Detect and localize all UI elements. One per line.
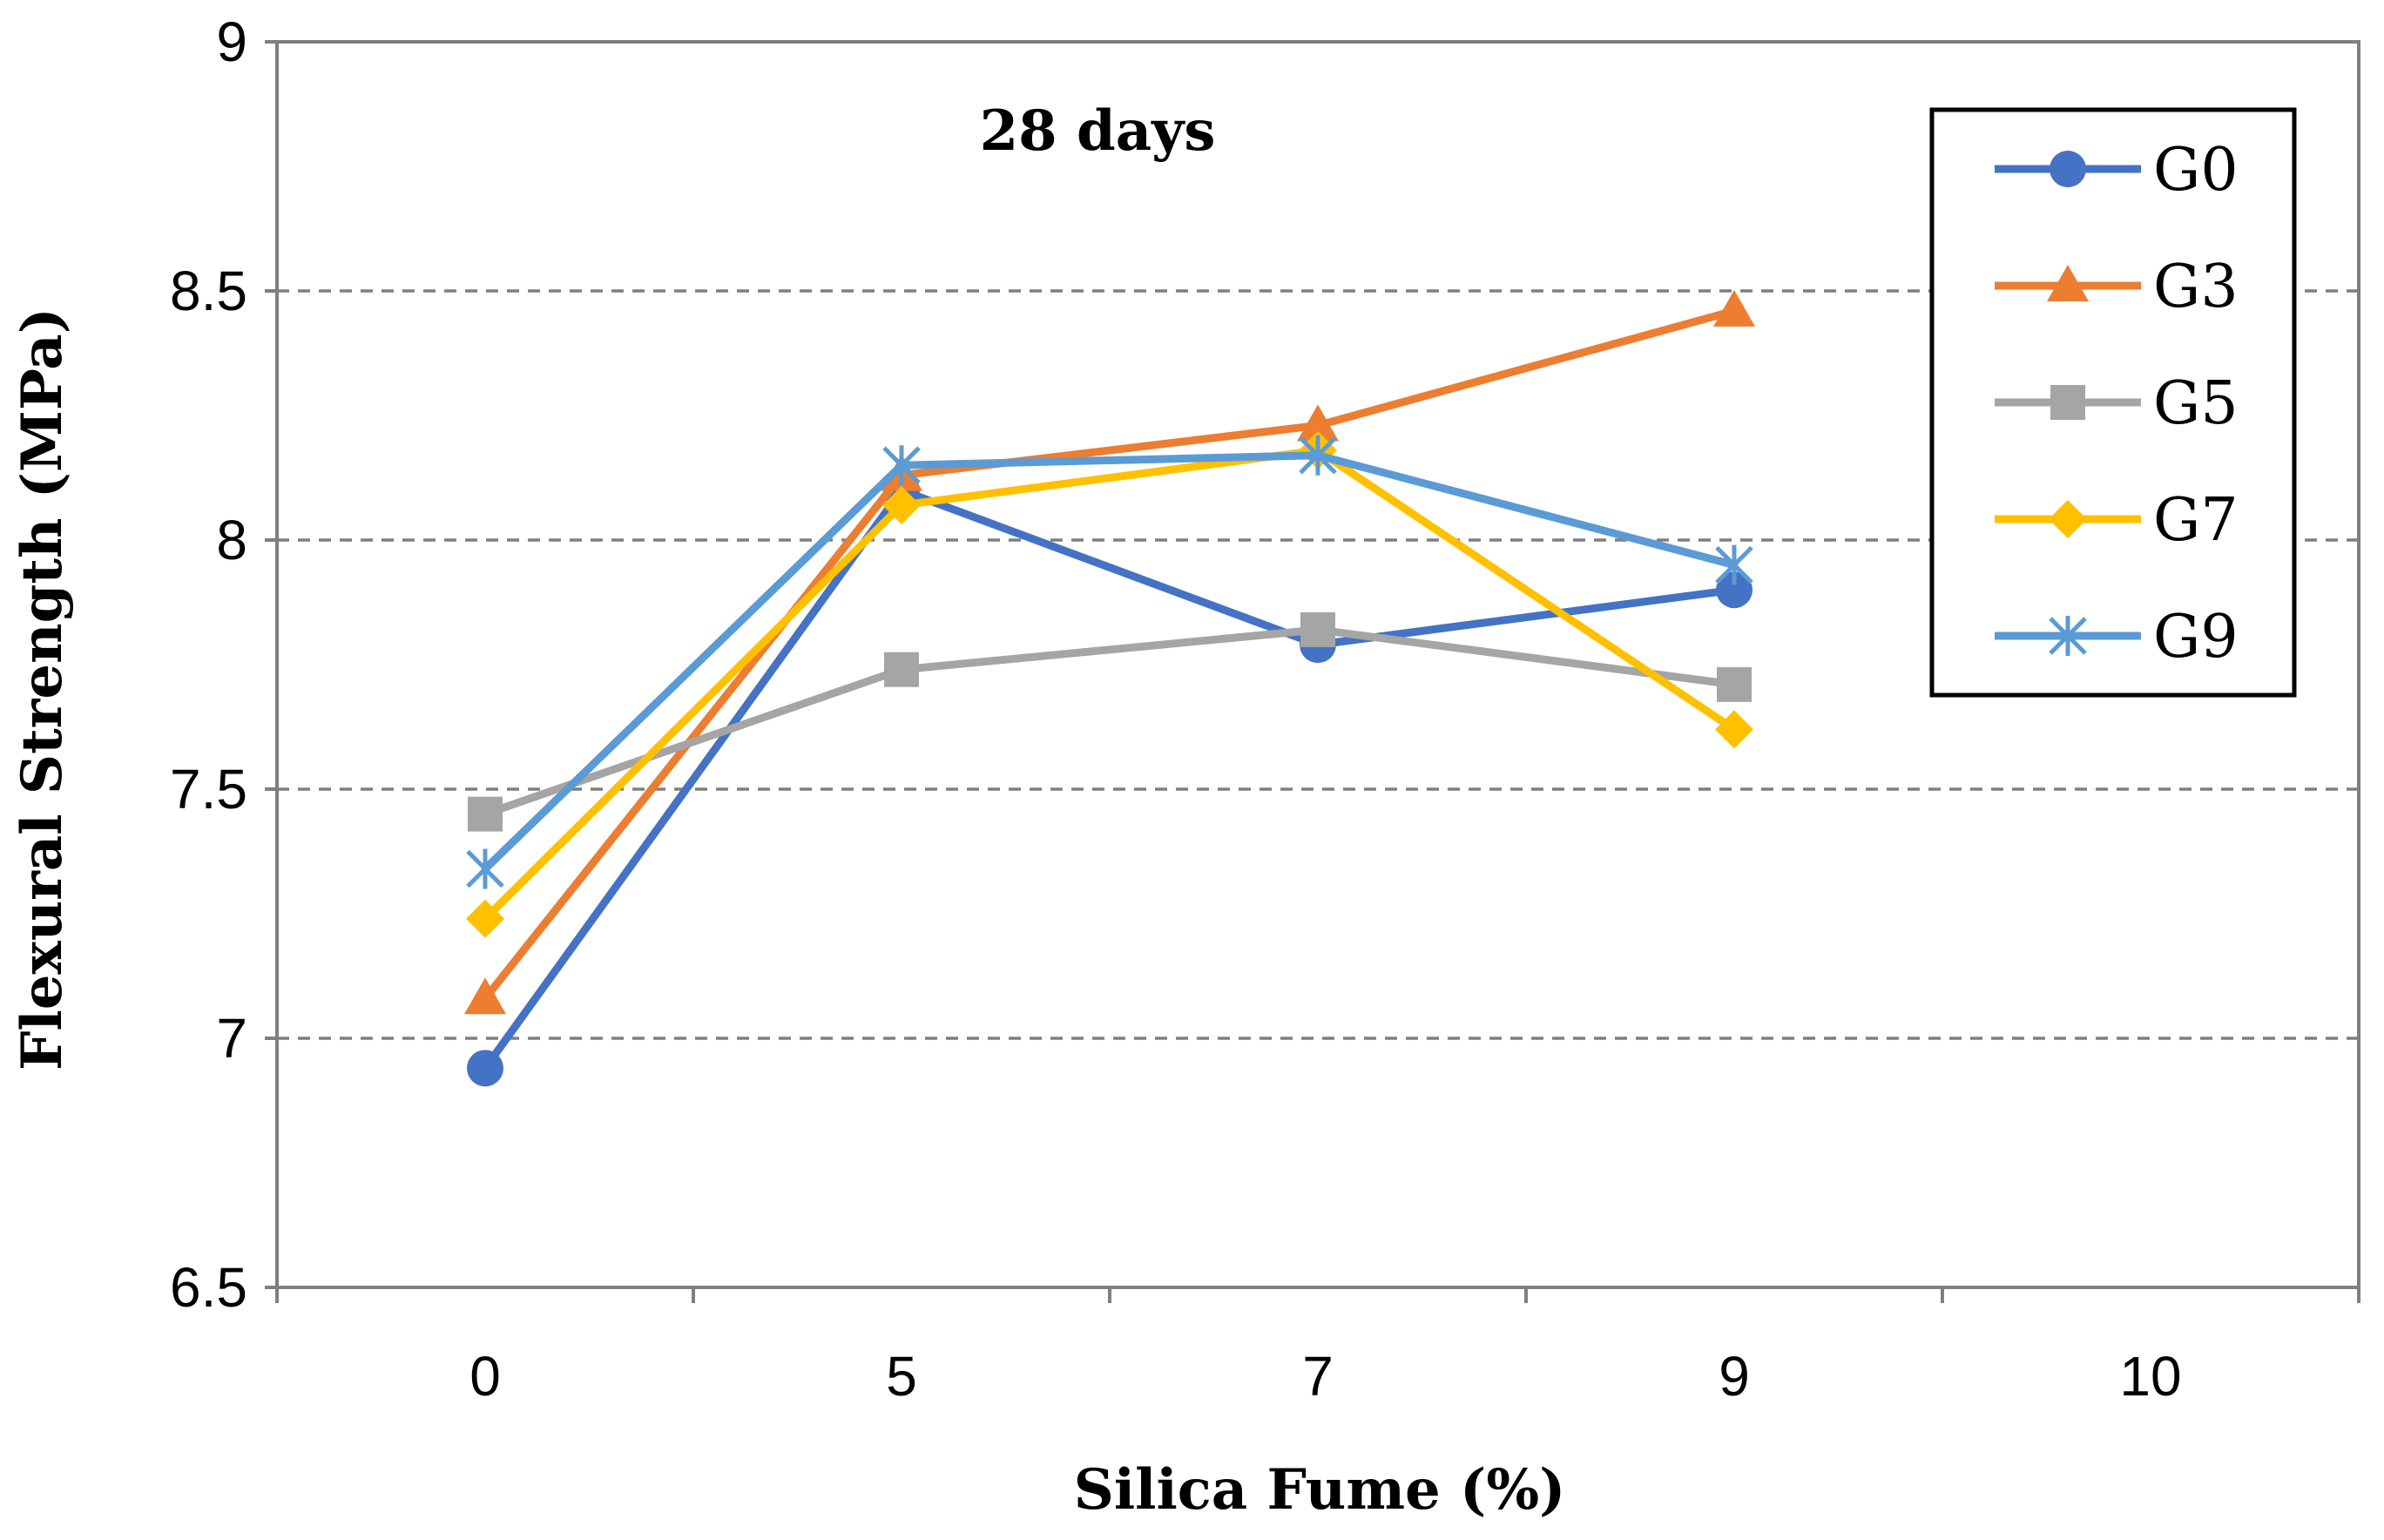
legend-marker-g7 — [2049, 500, 2087, 538]
data-point-g5-7 — [1300, 611, 1335, 647]
data-point-g7-9 — [1715, 710, 1753, 749]
x-tick-label: 9 — [1719, 1345, 1750, 1408]
axes: 6.5 7 7.5 8 8.5 9 0 5 7 9 10 — [170, 10, 2360, 1408]
x-axis-label: Silica Fume (%) — [1074, 1457, 1566, 1523]
data-point-g7-5 — [882, 485, 921, 524]
legend-marker-g5 — [2050, 385, 2085, 420]
legend-label-g5: G5 — [2153, 369, 2239, 438]
legend-marker-g9 — [2049, 616, 2087, 656]
x-tick-label: 7 — [1302, 1345, 1334, 1408]
series-line-g7 — [481, 446, 1739, 923]
plot-area-border — [275, 40, 2360, 1289]
x-tick-label: 10 — [2119, 1345, 2181, 1408]
series-group — [464, 289, 1755, 1087]
legend-label-g3: G3 — [2153, 253, 2239, 321]
series-line-g9 — [481, 451, 1739, 874]
legend-label-g9: G9 — [2153, 603, 2239, 672]
data-point-g5-0 — [468, 796, 503, 832]
data-point-g9-9 — [1715, 544, 1753, 585]
x-tick-label: 5 — [886, 1345, 917, 1408]
data-point-g0-0 — [467, 1050, 503, 1087]
data-point-g9-5 — [882, 445, 921, 486]
y-tick-label: 9 — [216, 10, 247, 73]
y-tick-label: 7 — [216, 1007, 247, 1070]
y-tick-label: 8.5 — [170, 260, 247, 322]
data-point-g3-0 — [464, 977, 506, 1015]
x-tick-label: 0 — [469, 1345, 501, 1408]
data-point-g5-5 — [884, 652, 919, 687]
legend-label-g0: G0 — [2153, 136, 2239, 205]
y-axis-label: Flexural Strength (MPa) — [10, 307, 75, 1071]
series-line-g0 — [481, 486, 1739, 1072]
data-point-g3-9 — [1713, 289, 1755, 327]
data-point-g0-9 — [1716, 571, 1753, 609]
chart-annotation: 28 days — [980, 98, 1216, 164]
y-tick-label: 6.5 — [170, 1256, 247, 1319]
y-tick-label: 7.5 — [170, 758, 247, 821]
series-line-g5 — [481, 625, 1739, 819]
data-point-g7-0 — [466, 899, 504, 938]
legend-marker-g0 — [2050, 151, 2086, 187]
series-line-g3 — [481, 307, 1739, 1003]
data-point-g9-7 — [1299, 435, 1337, 476]
data-point-g9-0 — [466, 848, 504, 889]
legend: G0 G3 G5 G7 G9 — [1929, 107, 2297, 698]
data-point-g3-7 — [1297, 404, 1339, 442]
y-tick-label: 8 — [216, 509, 247, 571]
legend-marker-g3 — [2047, 265, 2089, 301]
data-point-g5-9 — [1717, 666, 1752, 702]
legend-label-g7: G7 — [2153, 486, 2239, 555]
